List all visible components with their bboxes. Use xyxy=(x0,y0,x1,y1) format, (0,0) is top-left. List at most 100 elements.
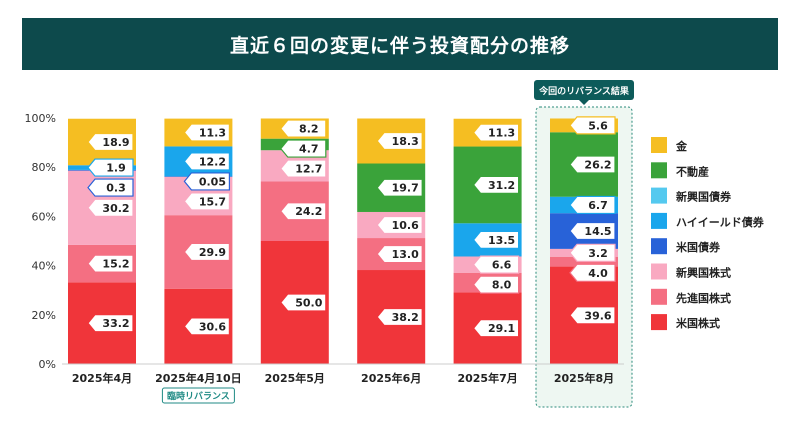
value-callout xyxy=(376,178,423,197)
y-tick-label: 40% xyxy=(32,260,56,273)
legend-label: 米国債券 xyxy=(675,240,721,254)
value-callout xyxy=(569,221,616,241)
value-callout xyxy=(87,314,134,333)
value-label: 26.2 xyxy=(584,158,611,171)
value-label: 15.7 xyxy=(199,195,226,208)
legend-label: 米国株式 xyxy=(675,316,720,330)
value-callout xyxy=(87,254,134,273)
highlight-tag xyxy=(534,80,634,100)
x-tick-label: 2025年6月 xyxy=(361,371,421,385)
value-label: 12.2 xyxy=(199,155,226,168)
value-callout xyxy=(472,123,520,142)
value-label: 29.1 xyxy=(488,322,515,335)
value-label: 6.7 xyxy=(588,199,608,212)
value-label: 5.6 xyxy=(588,119,608,132)
value-label: 8.0 xyxy=(492,279,512,292)
value-callout xyxy=(87,158,134,177)
value-label: 30.6 xyxy=(199,320,226,333)
value-label: 1.9 xyxy=(106,162,126,175)
value-callout xyxy=(183,242,230,262)
value-callout xyxy=(280,139,327,158)
x-tick-label: 2025年8月 xyxy=(554,371,614,385)
value-label: 0.3 xyxy=(106,182,126,195)
legend-label: 不動産 xyxy=(676,164,709,178)
value-callout xyxy=(569,243,616,262)
value-label: 33.2 xyxy=(102,317,129,330)
value-label: 24.2 xyxy=(295,205,322,218)
value-callout xyxy=(376,131,423,151)
legend-swatch xyxy=(651,238,667,255)
legend-label: ハイイールド債券 xyxy=(676,215,765,229)
value-label: 11.3 xyxy=(199,127,226,140)
value-callout xyxy=(376,307,423,327)
value-callout xyxy=(472,255,520,274)
value-label: 10.6 xyxy=(392,219,419,232)
value-callout xyxy=(472,230,520,249)
value-callout xyxy=(472,275,520,294)
chart-title: 直近６回の変更に伴う投資配分の推移 xyxy=(229,34,570,57)
category-note-box xyxy=(161,387,235,404)
value-callout xyxy=(569,195,616,215)
value-callout xyxy=(569,155,616,174)
legend-label: 金 xyxy=(675,139,688,153)
value-callout xyxy=(472,319,520,338)
value-label: 38.2 xyxy=(392,311,419,324)
y-tick-label: 0% xyxy=(39,358,56,371)
legend-label: 新興国株式 xyxy=(676,266,731,280)
value-label: 15.2 xyxy=(102,258,129,271)
x-tick-label: 2025年7月 xyxy=(457,371,517,385)
x-tick-label: 2025年4月 xyxy=(72,371,132,385)
value-label: 29.9 xyxy=(199,246,226,259)
value-callout xyxy=(280,159,327,178)
value-label: 12.7 xyxy=(295,163,322,176)
value-callout xyxy=(183,192,230,211)
value-label: 3.2 xyxy=(588,247,608,260)
value-callout xyxy=(87,198,134,217)
value-label: 31.2 xyxy=(488,179,515,192)
legend-swatch xyxy=(651,263,667,280)
value-label: 14.5 xyxy=(584,225,611,238)
value-callout xyxy=(183,317,230,336)
value-label: 4.7 xyxy=(299,143,319,156)
value-callout xyxy=(376,244,423,264)
highlight-tag-pointer xyxy=(579,100,589,105)
value-callout xyxy=(569,116,616,135)
value-callout xyxy=(472,175,520,195)
y-tick-label: 100% xyxy=(25,112,56,125)
y-tick-label: 20% xyxy=(32,309,56,322)
value-label: 0.05 xyxy=(199,175,226,188)
value-label: 13.5 xyxy=(488,234,515,247)
value-callout xyxy=(280,202,327,221)
value-label: 18.3 xyxy=(392,135,419,148)
y-tick-label: 60% xyxy=(32,210,56,223)
value-label: 39.6 xyxy=(584,309,611,322)
value-callout xyxy=(183,172,230,191)
chart-title-banner: 直近６回の変更に伴う投資配分の推移 xyxy=(22,18,778,70)
value-callout xyxy=(280,293,327,312)
value-label: 18.9 xyxy=(102,136,129,149)
value-label: 11.3 xyxy=(488,127,515,140)
value-label: 13.0 xyxy=(392,248,419,261)
value-label: 30.2 xyxy=(102,202,129,215)
legend-swatch xyxy=(651,314,667,331)
x-tick-label: 2025年5月 xyxy=(265,371,325,385)
value-label: 19.7 xyxy=(392,182,419,195)
y-tick-label: 80% xyxy=(32,161,56,174)
value-callout xyxy=(280,119,327,138)
value-callout xyxy=(183,152,230,171)
legend-label: 先進国株式 xyxy=(676,291,731,305)
value-callout xyxy=(87,132,134,152)
legend-swatch xyxy=(651,162,667,179)
value-callout xyxy=(376,215,423,235)
legend-swatch xyxy=(651,288,667,305)
legend-swatch xyxy=(651,187,667,204)
legend-label: 新興国債券 xyxy=(676,190,732,204)
value-label: 50.0 xyxy=(295,297,322,310)
value-label: 8.2 xyxy=(299,123,319,136)
value-callout xyxy=(87,178,134,197)
legend-swatch xyxy=(651,137,667,153)
legend-swatch xyxy=(651,212,667,229)
value-callout xyxy=(183,123,230,142)
x-tick-label: 2025年4月10日 xyxy=(155,371,242,385)
